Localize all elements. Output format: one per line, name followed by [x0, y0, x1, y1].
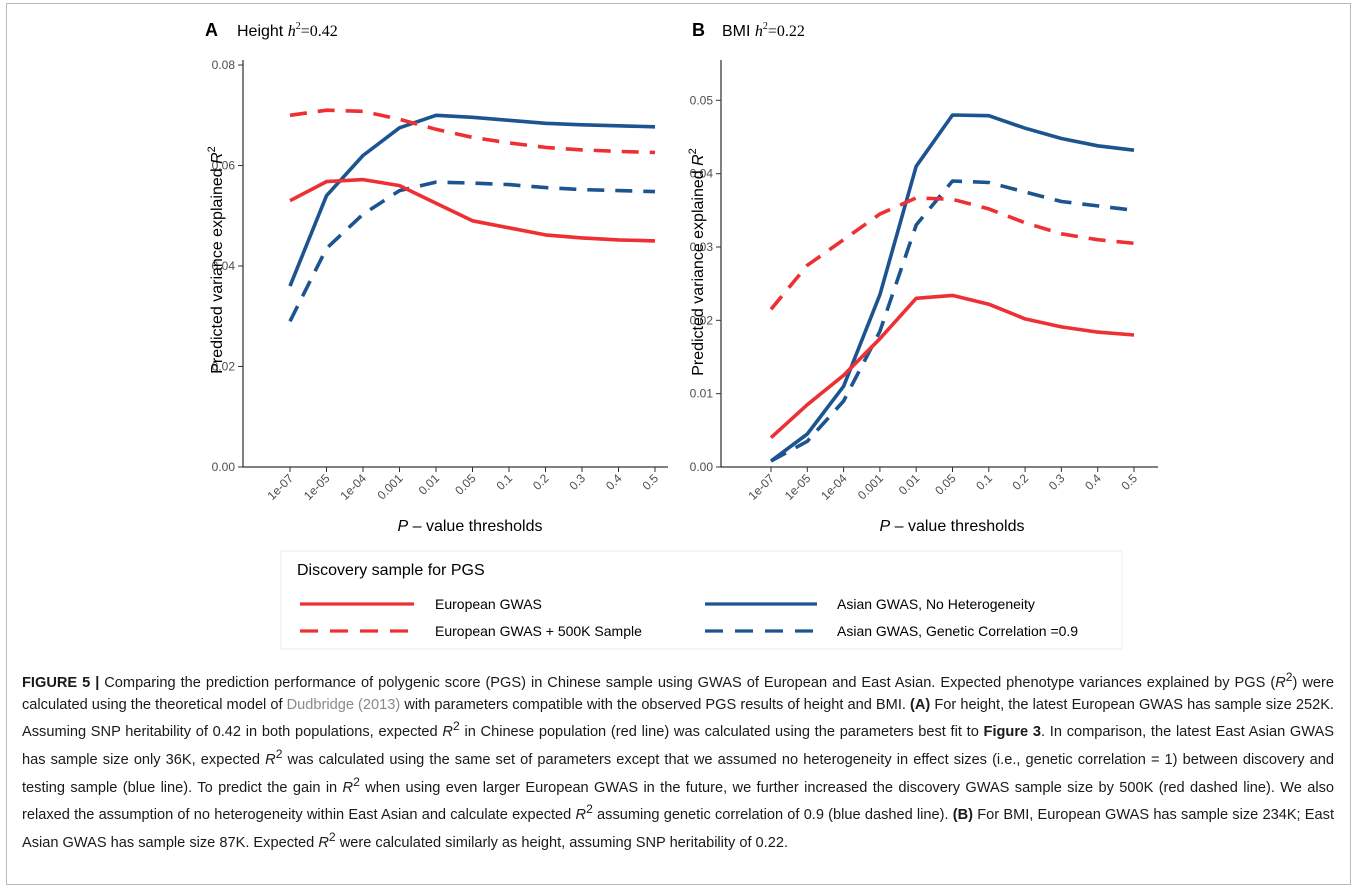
y-tick-label: 0.00	[212, 460, 236, 474]
panel-b-y-axis-label: Predicted variance explained R2	[687, 148, 707, 376]
caption-sup: 2	[353, 774, 360, 789]
figure-canvas: A Height h2=0.42 0.00 0.02 0.04 0.06 0.08 1e-…	[205, 20, 1158, 650]
x-tick-label: 0.2	[530, 471, 552, 493]
panel-a: A Height h2=0.42 0.00 0.02 0.04 0.06 0.08 1e-…	[205, 20, 668, 535]
caption-text: . In comparison, the latest East Asian G…	[22, 724, 1334, 768]
caption-r: R	[342, 779, 354, 796]
caption-reference-link[interactable]: Dudbridge (2013)	[286, 696, 401, 713]
y-tick-label: 0.03	[690, 240, 714, 254]
x-tick-label: 0.4	[1082, 471, 1104, 493]
caption-text: assuming genetic correlation of 0.9 (blu…	[592, 807, 953, 824]
x-tick-label: 0.01	[896, 471, 923, 498]
caption-text: For height, the latest European GWAS has…	[22, 696, 1334, 741]
series-line-european-gwas	[289, 177, 656, 243]
caption-r: R	[442, 724, 453, 741]
caption-r: R	[265, 751, 276, 768]
caption-text: were calculated similarly as height, ass…	[335, 834, 789, 851]
panel-a-title: Height h2=0.42	[237, 21, 338, 40]
legend-label-european: European GWAS	[435, 596, 542, 612]
caption-sup: 2	[452, 719, 460, 734]
legend-label-european-500k: European GWAS + 500K Sample	[435, 623, 642, 639]
x-tick-label: 0.4	[603, 471, 625, 493]
panel-b-x-axis-label: P – value thresholds	[880, 518, 1025, 535]
x-tick-label: 1e-07	[265, 471, 297, 503]
x-tick-label: 0.2	[1010, 471, 1032, 493]
x-tick-label: 0.5	[1118, 471, 1140, 493]
series-line-asian-gwas-genetic-correlation-0-9	[288, 180, 656, 323]
x-tick-label: 1e-05	[782, 471, 814, 503]
panel-b: B BMI h2=0.22 0.00 0.01 0.02 0.03 0.04 0.05 1e…	[687, 20, 1158, 535]
y-tick-label: 0.08	[212, 58, 236, 72]
caption-panel-a: (A)	[910, 696, 931, 713]
y-tick-label: 0.02	[212, 360, 236, 374]
caption-text: ) were calculated using the theoretical …	[22, 674, 1334, 713]
series-line-european-gwas	[769, 293, 1135, 440]
y-tick-label: 0.05	[690, 93, 714, 107]
x-tick-label: 0.05	[932, 471, 959, 498]
series-line-asian-gwas-genetic-correlation-0-9	[770, 179, 1135, 463]
panel-b-series	[769, 113, 1135, 463]
caption-label: FIGURE 5 |	[22, 674, 100, 691]
x-tick-label: 0.1	[493, 471, 515, 493]
caption-text: with parameters compatible with the obse…	[400, 696, 911, 713]
caption-figure-ref: Figure 3	[983, 724, 1041, 741]
caption-sup: 2	[586, 802, 593, 817]
panel-a-y-axis-label: Predicted variance explained R2	[206, 146, 226, 374]
x-tick-label: 0.001	[855, 471, 886, 502]
caption-sup: 2	[275, 747, 283, 762]
y-tick-label: 0.04	[690, 167, 714, 181]
panel-b-letter: B	[692, 20, 705, 40]
x-tick-label: 0.3	[1046, 471, 1068, 493]
panel-b-title: BMI h2=0.22	[722, 21, 805, 40]
series-line-european-gwas-500k-sample	[289, 108, 656, 155]
panel-a-letter: A	[205, 20, 218, 40]
caption-text: Comparing the prediction performance of …	[99, 674, 1276, 691]
caption-text: was calculated using the same set of par…	[22, 751, 1334, 796]
caption-sup: 2	[1285, 670, 1293, 684]
series-line-asian-gwas-no-heterogeneity	[769, 113, 1135, 463]
caption-r: R	[1275, 674, 1286, 691]
y-tick-label: 0.06	[212, 159, 236, 173]
x-tick-label: 1e-04	[818, 471, 850, 503]
figure-frame	[6, 3, 1351, 885]
legend: Discovery sample for PGS European GWAS E…	[280, 550, 1123, 650]
x-tick-label: 0.05	[452, 471, 479, 498]
panel-a-series	[288, 108, 656, 323]
caption-sup: 2	[328, 830, 336, 845]
legend-title: Discovery sample for PGS	[297, 562, 485, 579]
caption-text: when using even larger European GWAS in …	[22, 779, 1334, 824]
legend-label-asian-rg09: Asian GWAS, Genetic Correlation =0.9	[837, 623, 1078, 639]
caption-panel-b: (B)	[952, 807, 974, 824]
legend-box	[280, 550, 1123, 650]
panel-a-x-axis-label: P – value thresholds	[398, 518, 543, 535]
legend-label-asian: Asian GWAS, No Heterogeneity	[837, 596, 1035, 612]
x-tick-label: 0.5	[639, 471, 661, 493]
figure-caption: FIGURE 5 | Comparing the prediction perf…	[22, 667, 1334, 855]
x-tick-label: 0.01	[416, 471, 443, 498]
x-tick-label: 1e-07	[746, 471, 778, 503]
y-tick-label: 0.02	[690, 313, 714, 327]
caption-text: in Chinese population (red line) was cal…	[459, 724, 984, 741]
caption-r: R	[575, 807, 587, 824]
series-line-asian-gwas-no-heterogeneity	[288, 113, 656, 287]
x-tick-label: 1e-04	[338, 471, 370, 503]
y-tick-label: 0.04	[212, 259, 236, 273]
x-tick-label: 0.3	[566, 471, 588, 493]
y-tick-label: 0.01	[690, 387, 714, 401]
x-tick-label: 0.1	[973, 471, 995, 493]
caption-text: For BMI, European GWAS has sample size 2…	[22, 807, 1335, 851]
series-line-european-gwas-500k-sample	[769, 196, 1135, 311]
y-tick-label: 0.00	[690, 460, 714, 474]
x-tick-label: 0.001	[374, 471, 405, 502]
caption-r: R	[318, 834, 329, 851]
x-tick-label: 1e-05	[301, 471, 333, 503]
